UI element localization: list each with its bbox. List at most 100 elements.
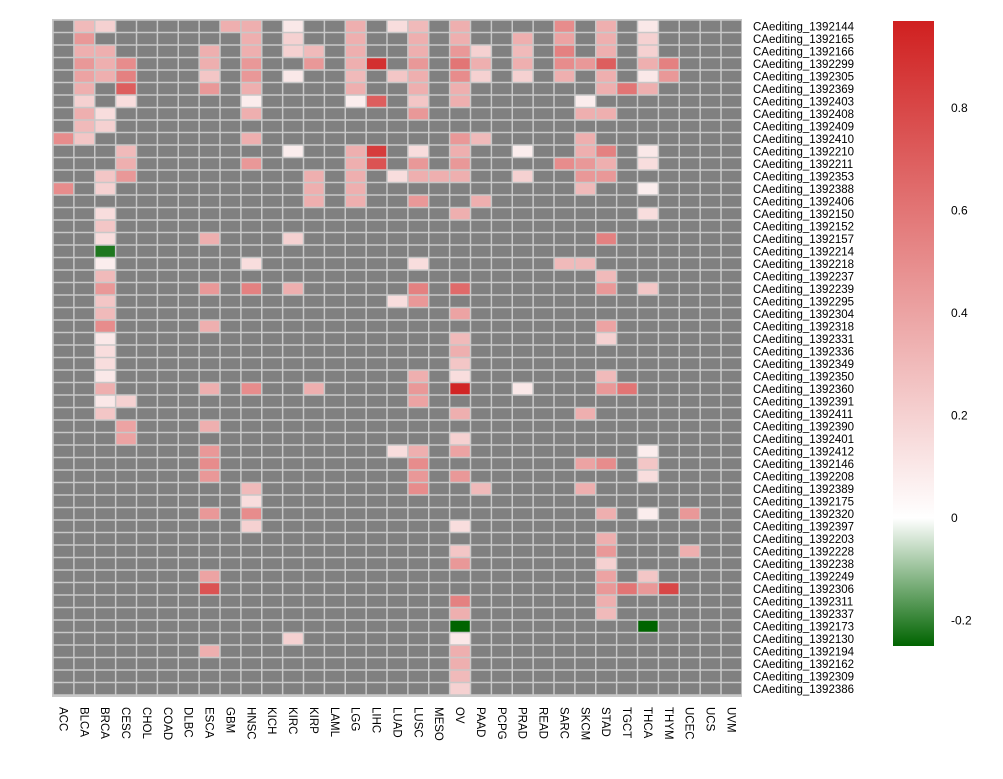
heatmap-cell-empty bbox=[492, 545, 512, 557]
heatmap-cell-empty bbox=[554, 145, 575, 157]
heatmap-cell-empty bbox=[179, 620, 199, 632]
heatmap-cell-empty bbox=[179, 58, 199, 70]
heatmap-cell-empty bbox=[53, 533, 74, 545]
heatmap-cell-empty bbox=[680, 683, 700, 695]
heatmap-cell-empty bbox=[700, 458, 721, 470]
heatmap-cell-empty bbox=[513, 183, 533, 195]
heatmap-cell-empty bbox=[158, 408, 178, 420]
heatmap-cell-empty bbox=[137, 258, 157, 270]
heatmap-cell-empty bbox=[366, 370, 387, 382]
heatmap-cell-empty bbox=[366, 383, 387, 395]
heatmap-cell-empty bbox=[617, 533, 637, 545]
heatmap-cell-empty bbox=[492, 33, 512, 45]
heatmap-cell-empty bbox=[617, 633, 637, 645]
heatmap-cell-empty bbox=[387, 220, 408, 232]
heatmap-cell-empty bbox=[262, 195, 282, 207]
heatmap-cell-empty bbox=[638, 108, 658, 120]
heatmap-cell-empty bbox=[721, 683, 742, 695]
heatmap-cell-empty bbox=[680, 320, 700, 332]
heatmap-cell-empty bbox=[283, 108, 303, 120]
heatmap-cell-empty bbox=[554, 408, 575, 420]
heatmap-cell-empty bbox=[408, 620, 429, 632]
heatmap-cell-empty bbox=[283, 483, 303, 495]
heatmap-cell-empty bbox=[575, 233, 596, 245]
heatmap-cell-empty bbox=[533, 320, 554, 332]
heatmap-cell-empty bbox=[450, 583, 470, 595]
heatmap-cell-empty bbox=[137, 683, 157, 695]
heatmap-cell-empty bbox=[575, 495, 596, 507]
heatmap-cell-empty bbox=[158, 420, 178, 432]
column-label: TGCT bbox=[620, 707, 632, 738]
heatmap-cell-empty bbox=[721, 370, 742, 382]
heatmap-cell-empty bbox=[408, 270, 429, 282]
column-label: OV bbox=[453, 707, 465, 724]
heatmap-cell-empty bbox=[262, 245, 282, 257]
heatmap-cell-empty bbox=[199, 183, 220, 195]
heatmap-cell-empty bbox=[700, 108, 721, 120]
heatmap-cell bbox=[638, 45, 658, 57]
heatmap-cell-empty bbox=[158, 108, 178, 120]
heatmap-cell-empty bbox=[158, 608, 178, 620]
heatmap-cell-empty bbox=[429, 508, 449, 520]
heatmap-cell-empty bbox=[429, 633, 449, 645]
heatmap-cell-empty bbox=[241, 120, 262, 132]
heatmap-cell-empty bbox=[513, 395, 533, 407]
heatmap-cell-empty bbox=[429, 308, 449, 320]
heatmap-cell-empty bbox=[53, 358, 74, 370]
heatmap-cell-empty bbox=[513, 370, 533, 382]
heatmap-cell-empty bbox=[659, 495, 679, 507]
heatmap-cell-empty bbox=[220, 683, 241, 695]
heatmap-cell-empty bbox=[533, 658, 554, 670]
heatmap-cell-empty bbox=[533, 83, 554, 95]
heatmap-cell-empty bbox=[116, 620, 136, 632]
heatmap-cell-empty bbox=[262, 145, 282, 157]
heatmap-cell-empty bbox=[596, 345, 616, 357]
heatmap-cell-empty bbox=[137, 120, 157, 132]
heatmap-cell-empty bbox=[554, 483, 575, 495]
heatmap-cell bbox=[241, 283, 262, 295]
heatmap-cell-empty bbox=[116, 320, 136, 332]
heatmap-cell-empty bbox=[492, 570, 512, 582]
heatmap-cell bbox=[408, 170, 429, 182]
heatmap-cell-empty bbox=[575, 645, 596, 657]
heatmap-cell-empty bbox=[137, 420, 157, 432]
heatmap-cell-empty bbox=[325, 408, 345, 420]
heatmap-cell-empty bbox=[325, 145, 345, 157]
heatmap-cell-empty bbox=[241, 195, 262, 207]
heatmap-cell-empty bbox=[617, 120, 637, 132]
heatmap-cell-empty bbox=[680, 20, 700, 32]
heatmap-cell-empty bbox=[408, 608, 429, 620]
heatmap-cell-empty bbox=[554, 670, 575, 682]
heatmap-cell-empty bbox=[700, 633, 721, 645]
heatmap-cell-empty bbox=[700, 558, 721, 570]
heatmap-cell-empty bbox=[95, 670, 115, 682]
heatmap-cell bbox=[408, 45, 429, 57]
heatmap-cell-empty bbox=[53, 120, 74, 132]
heatmap-cell-empty bbox=[575, 83, 596, 95]
heatmap-cell-empty bbox=[220, 458, 241, 470]
heatmap-cell-empty bbox=[220, 408, 241, 420]
heatmap-cell-empty bbox=[450, 570, 470, 582]
heatmap-cell-empty bbox=[408, 508, 429, 520]
heatmap-cell-empty bbox=[366, 70, 387, 82]
heatmap-cell-empty bbox=[721, 483, 742, 495]
row-label: CAediting_1392239 bbox=[753, 284, 854, 296]
heatmap-cell-empty bbox=[408, 358, 429, 370]
heatmap-cell bbox=[95, 120, 115, 132]
heatmap-cell-empty bbox=[471, 333, 491, 345]
heatmap-cell-empty bbox=[408, 433, 429, 445]
heatmap-cell-empty bbox=[95, 545, 115, 557]
heatmap-cell-empty bbox=[304, 220, 324, 232]
heatmap-cell-empty bbox=[158, 495, 178, 507]
heatmap-cell-empty bbox=[116, 358, 136, 370]
heatmap-cell-empty bbox=[429, 583, 449, 595]
heatmap-cell-empty bbox=[325, 195, 345, 207]
heatmap-cell-empty bbox=[492, 370, 512, 382]
heatmap-cell-empty bbox=[575, 195, 596, 207]
heatmap-cell-empty bbox=[220, 495, 241, 507]
heatmap-cell-empty bbox=[492, 270, 512, 282]
heatmap-cell-empty bbox=[179, 333, 199, 345]
heatmap-cell-empty bbox=[721, 20, 742, 32]
heatmap-cell-empty bbox=[325, 95, 345, 107]
heatmap-cell-empty bbox=[74, 483, 95, 495]
